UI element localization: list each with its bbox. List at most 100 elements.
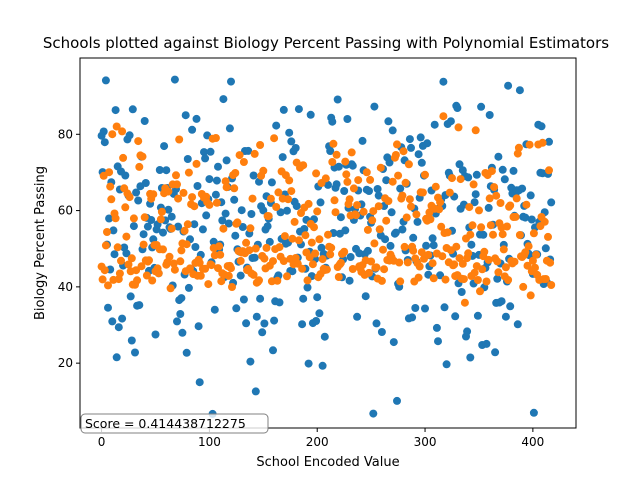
scatter-point: [284, 195, 293, 204]
scatter-point: [489, 230, 497, 239]
scatter-point: [464, 249, 473, 258]
scatter-point: [522, 200, 531, 209]
scatter-point: [485, 111, 494, 119]
scatter-point: [169, 259, 178, 268]
scatter-point: [348, 161, 357, 170]
scatter-point: [396, 277, 405, 286]
ticks-layer: 0 100 200 300 400 20 40 60 80: [58, 127, 545, 449]
scatter-point: [464, 173, 473, 182]
scatter-point: [294, 236, 303, 245]
series-1: [97, 112, 556, 307]
scatter-point: [105, 214, 114, 223]
scatter-point: [111, 214, 120, 223]
scatter-point: [112, 122, 121, 131]
scatter-point: [332, 180, 341, 189]
scatter-point: [442, 360, 451, 369]
scatter-point: [121, 171, 130, 180]
scatter-point: [333, 95, 342, 104]
scatter-point: [266, 194, 275, 203]
scatter-point: [396, 184, 405, 193]
scatter-point: [428, 234, 437, 243]
scatter-point: [424, 250, 433, 259]
scatter-point: [331, 208, 340, 217]
scatter-point: [345, 276, 354, 285]
scatter-point: [262, 243, 271, 252]
scatter-point: [173, 180, 181, 189]
scatter-point: [436, 198, 445, 207]
scatter-point: [398, 191, 407, 200]
scatter-point: [222, 183, 231, 192]
scatter-point: [285, 176, 294, 185]
scatter-point: [498, 165, 507, 174]
scatter-point: [301, 231, 310, 240]
scatter-point: [343, 177, 352, 186]
scatter-point: [368, 216, 377, 225]
scatter-point: [155, 166, 164, 174]
scatter-point: [139, 240, 148, 249]
scatter-point: [472, 170, 481, 179]
scatter-point: [389, 338, 398, 347]
plot-frame: [79, 57, 577, 429]
scatter-point: [341, 157, 350, 166]
scatter-point: [482, 339, 491, 348]
scatter-point: [111, 106, 120, 115]
scatter-point: [538, 138, 547, 147]
scatter-point: [386, 241, 395, 250]
scatter-point: [460, 298, 469, 307]
scatter-point: [217, 277, 226, 286]
scatter-point: [239, 295, 248, 304]
scatter-point: [332, 150, 341, 159]
scatter-point: [311, 249, 320, 258]
scatter-point: [180, 226, 189, 235]
scatter-point: [423, 139, 432, 148]
scatter-point: [227, 77, 235, 86]
scatter-point: [135, 162, 144, 171]
scatter-point: [255, 276, 263, 285]
scatter-point: [496, 199, 505, 207]
scatter-point: [287, 137, 296, 146]
scatter-point: [212, 176, 221, 185]
scatter-point: [385, 158, 394, 167]
y-tick-label: 60: [58, 204, 73, 218]
scatter-point: [486, 221, 495, 230]
scatter-point: [428, 259, 437, 268]
scatter-point: [365, 268, 373, 277]
scatter-point: [348, 265, 357, 273]
scatter-point: [421, 304, 429, 313]
scatter-point: [195, 258, 204, 267]
scatter-point: [412, 210, 421, 219]
scatter-point: [272, 203, 281, 211]
scatter-point: [126, 292, 135, 301]
scatter-point: [414, 273, 423, 282]
scatter-point: [318, 255, 327, 264]
scatter-point: [267, 178, 276, 187]
scatter-point: [501, 263, 510, 272]
scatter-point: [482, 277, 491, 286]
scatter-point: [283, 272, 291, 281]
scatter-point: [140, 117, 149, 125]
scatter-point: [222, 156, 231, 165]
scatter-point: [304, 199, 313, 208]
scatter-point: [512, 194, 521, 203]
scatter-point: [369, 409, 378, 418]
scatter-point: [443, 228, 452, 237]
scatter-point: [212, 198, 221, 207]
scatter-point: [216, 250, 225, 259]
scatter-point: [384, 117, 393, 126]
scatter-point: [172, 171, 180, 180]
scatter-point: [362, 168, 371, 177]
scatter-point: [473, 311, 482, 320]
scatter-point: [458, 259, 467, 268]
scatter-point: [276, 208, 285, 217]
scatter-point: [294, 105, 303, 114]
scatter-point: [463, 327, 472, 336]
scatter-point: [218, 216, 227, 225]
scatter-point: [173, 317, 181, 326]
scatter-point: [299, 161, 308, 170]
scatter-point: [260, 254, 269, 263]
scatter-point: [184, 283, 193, 292]
scatter-point: [526, 191, 535, 200]
scatter-point: [315, 309, 324, 318]
scatter-point: [445, 188, 454, 197]
